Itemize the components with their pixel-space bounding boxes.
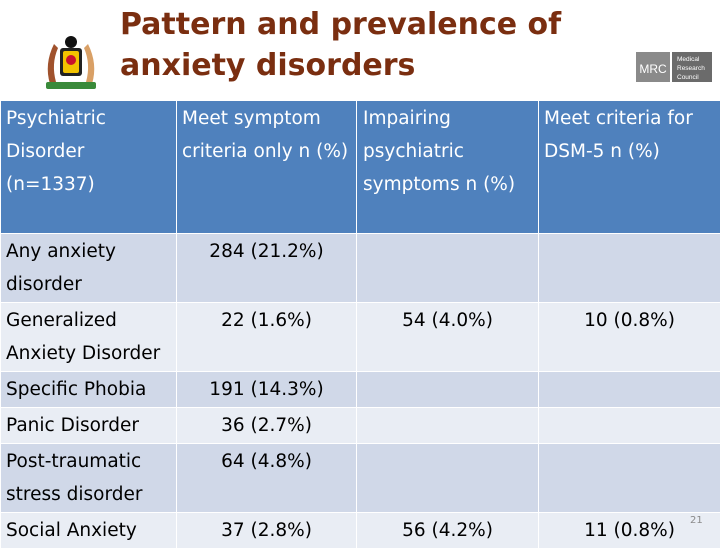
cell-dsm5 (539, 372, 720, 408)
slide-title: Pattern and prevalence of anxiety disord… (120, 4, 620, 86)
table-row: Specific Phobia 191 (14.3%) (1, 372, 720, 408)
cell-symptom: 37 (2.8%) (177, 513, 357, 549)
table-row: Social Anxiety 37 (2.8%) 56 (4.2%) 11 (0… (1, 513, 720, 549)
cell-dsm5: 10 (0.8%) (539, 303, 720, 372)
cell-disorder: Social Anxiety (1, 513, 177, 549)
cell-symptom: 284 (21.2%) (177, 234, 357, 303)
mrc-logo-line-1: Medical (677, 56, 700, 63)
cell-impairing: 54 (4.0%) (357, 303, 539, 372)
table-row: Panic Disorder 36 (2.7%) (1, 408, 720, 444)
cell-dsm5 (539, 408, 720, 444)
cell-symptom: 36 (2.7%) (177, 408, 357, 444)
mrc-logo-line-2: Research (677, 65, 705, 72)
table-header-row: Psychiatric Disorder (n=1337) Meet sympt… (1, 101, 720, 234)
table-row: Any anxiety disorder 284 (21.2%) (1, 234, 720, 303)
cell-symptom: 64 (4.8%) (177, 444, 357, 513)
table-row: Post-traumatic stress disorder 64 (4.8%) (1, 444, 720, 513)
cell-impairing (357, 234, 539, 303)
cell-disorder: Post-traumatic stress disorder (1, 444, 177, 513)
cell-disorder: Specific Phobia (1, 372, 177, 408)
table-row: Generalized Anxiety Disorder 22 (1.6%) 5… (1, 303, 720, 372)
cell-disorder: Generalized Anxiety Disorder (1, 303, 177, 372)
cell-disorder: Panic Disorder (1, 408, 177, 444)
uganda-coat-of-arms-icon (38, 34, 104, 94)
mrc-logo-abbrev: MRC (639, 62, 667, 76)
cell-symptom: 22 (1.6%) (177, 303, 357, 372)
header-disorder: Psychiatric Disorder (n=1337) (1, 101, 177, 234)
cell-impairing (357, 444, 539, 513)
cell-symptom: 191 (14.3%) (177, 372, 357, 408)
cell-dsm5 (539, 234, 720, 303)
cell-impairing: 56 (4.2%) (357, 513, 539, 549)
mrc-logo: MRC Medical Research Council (632, 46, 714, 88)
cell-disorder: Any anxiety disorder (1, 234, 177, 303)
page-number: 21 (690, 515, 703, 526)
cell-dsm5 (539, 444, 720, 513)
mrc-logo-line-3: Council (677, 74, 699, 81)
anxiety-prevalence-table: Psychiatric Disorder (n=1337) Meet sympt… (0, 100, 720, 549)
header-impairing-symptoms: Impairing psychiatric symptoms n (%) (357, 101, 539, 234)
cell-impairing (357, 408, 539, 444)
header-dsm5-criteria: Meet criteria for DSM-5 n (%) (539, 101, 720, 234)
header-symptom-criteria: Meet symptom criteria only n (%) (177, 101, 357, 234)
cell-impairing (357, 372, 539, 408)
